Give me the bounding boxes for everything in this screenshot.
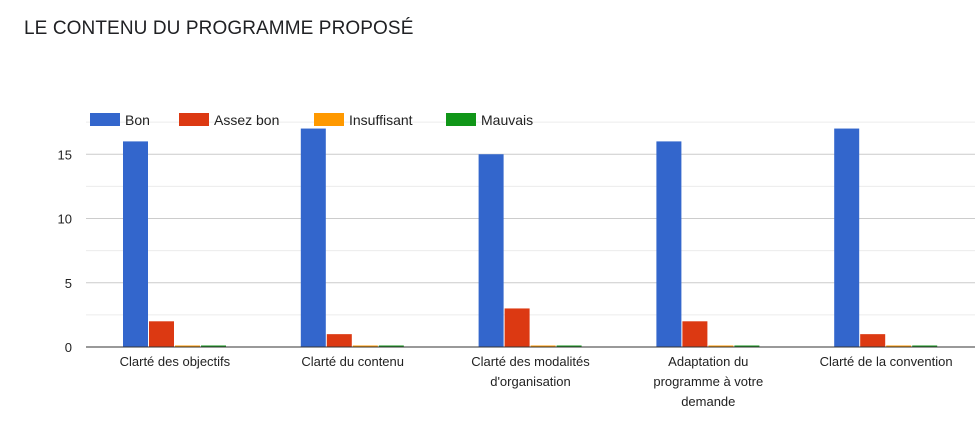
bar-assez-bon[interactable]	[504, 308, 530, 347]
bar-assez-bon[interactable]	[326, 334, 352, 347]
legend-swatch	[90, 113, 120, 126]
legend: Bon Assez bon Insuffisant Mauvais	[90, 112, 533, 128]
bar-bon[interactable]	[478, 154, 504, 347]
bar-mauvais[interactable]	[556, 345, 582, 348]
bars	[86, 128, 975, 348]
x-category-label: programme à votre	[653, 374, 763, 389]
x-axis: Clarté des objectifs Clarté du contenu Cla…	[120, 354, 953, 409]
bar-insuffisant[interactable]	[352, 345, 378, 348]
legend-swatch	[179, 113, 209, 126]
x-category-label: Clarté du contenu	[301, 354, 404, 369]
x-category-label: Clarté des objectifs	[120, 354, 231, 369]
bar-mauvais[interactable]	[201, 345, 226, 348]
x-category-label: Clarté de la convention	[820, 354, 953, 369]
bar-bon[interactable]	[123, 141, 148, 347]
legend-label[interactable]: Mauvais	[481, 112, 533, 128]
y-tick-label: 0	[65, 340, 72, 355]
legend-label[interactable]: Assez bon	[214, 112, 279, 128]
bar-mauvais[interactable]	[734, 345, 760, 348]
legend-label[interactable]: Bon	[125, 112, 150, 128]
bar-assez-bon[interactable]	[682, 321, 708, 347]
gridlines	[86, 121, 975, 316]
bar-insuffisant[interactable]	[530, 345, 556, 348]
bar-bon[interactable]	[300, 128, 326, 347]
y-axis: 0 5 10 15	[58, 147, 72, 355]
legend-swatch	[446, 113, 476, 126]
y-tick-label: 10	[58, 212, 72, 227]
legend-swatch	[314, 113, 344, 126]
x-category-label: Adaptation du	[668, 354, 748, 369]
bar-insuffisant[interactable]	[175, 345, 200, 348]
x-category-label: demande	[681, 394, 735, 409]
bar-insuffisant[interactable]	[708, 345, 734, 348]
bar-insuffisant[interactable]	[886, 345, 912, 348]
legend-label[interactable]: Insuffisant	[349, 112, 413, 128]
y-tick-label: 15	[58, 147, 72, 162]
x-category-label: d'organisation	[490, 374, 571, 389]
y-tick-label: 5	[65, 276, 72, 291]
bar-assez-bon[interactable]	[149, 321, 174, 347]
x-category-label: Clarté des modalités	[471, 354, 590, 369]
bar-bon[interactable]	[656, 141, 682, 347]
bar-mauvais[interactable]	[912, 345, 938, 348]
bar-assez-bon[interactable]	[860, 334, 886, 347]
bar-mauvais[interactable]	[378, 345, 404, 348]
chart-title: LE CONTENU DU PROGRAMME PROPOSÉ	[24, 18, 414, 39]
bar-bon[interactable]	[834, 128, 860, 347]
